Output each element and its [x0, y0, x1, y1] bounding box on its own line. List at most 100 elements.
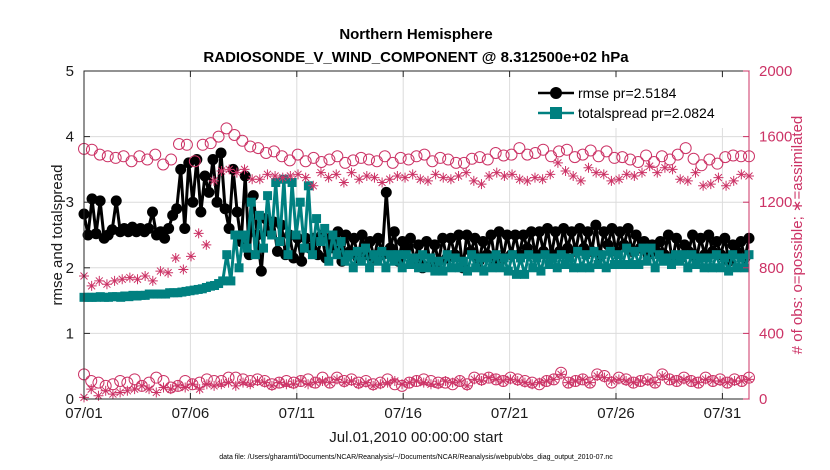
data-point-possible — [616, 151, 629, 164]
data-point-totalspread — [259, 243, 269, 253]
data-point-assimilated — [721, 180, 732, 191]
y-tick-label: 2 — [66, 260, 74, 277]
data-point-assimilated — [642, 375, 653, 386]
legend-entry-totalspread: totalspread pr=2.0824 — [538, 105, 715, 121]
data-point-rmse — [630, 229, 642, 241]
data-point-totalspread — [715, 263, 725, 273]
data-point-totalspread — [369, 250, 379, 260]
footnote: data file: /Users/gharamti/Documents/NCA… — [219, 454, 613, 461]
data-point-assimilated — [377, 177, 388, 188]
data-point-possible — [568, 151, 581, 164]
data-point-possible — [521, 148, 534, 161]
data-point-assimilated — [613, 374, 624, 385]
data-point-assimilated — [440, 375, 451, 386]
data-point-assimilated — [657, 371, 668, 382]
data-point-totalspread — [605, 246, 615, 256]
data-point-possible — [188, 155, 201, 168]
data-point-rmse — [175, 163, 187, 175]
data-point-assimilated — [713, 172, 724, 183]
data-point-totalspread — [638, 243, 648, 253]
data-point-assimilated — [591, 167, 602, 178]
data-point-rmse — [191, 154, 203, 166]
data-point-totalspread — [532, 253, 542, 263]
legend-marker-rmse — [550, 87, 562, 99]
data-point-assimilated — [438, 172, 449, 183]
data-point-possible — [133, 150, 146, 163]
legend-box — [533, 78, 739, 128]
data-point-possible — [695, 159, 708, 172]
legend-label-rmse: rmse pr=2.5184 — [578, 85, 677, 101]
data-point-assimilated — [652, 167, 663, 178]
series-totalspread-1 — [79, 174, 754, 302]
data-point-rmse — [582, 226, 594, 238]
data-point-possible — [109, 151, 122, 164]
data-point-possible — [93, 148, 106, 161]
data-point-totalspread — [246, 197, 256, 207]
data-point-totalspread — [507, 250, 517, 260]
data-point-assimilated — [86, 384, 97, 395]
data-point-assimilated — [614, 174, 625, 185]
data-point-totalspread — [422, 263, 432, 273]
data-point-possible — [294, 374, 307, 387]
data-point-assimilated — [158, 382, 169, 393]
data-point-possible — [648, 156, 660, 169]
data-point-assimilated — [122, 385, 133, 396]
data-point-possible — [135, 379, 148, 392]
data-point-rmse — [590, 219, 602, 231]
data-point-totalspread — [479, 266, 489, 276]
data-point-possible — [719, 151, 732, 164]
data-point-possible — [450, 156, 463, 169]
data-point-assimilated — [606, 375, 617, 386]
data-point-totalspread — [560, 260, 570, 270]
data-point-assimilated — [667, 164, 678, 175]
data-point-assimilated — [715, 375, 726, 386]
right-axis: 0 400 800 1200 1600 2000 — [743, 63, 792, 408]
data-point-totalspread — [271, 178, 281, 188]
data-point-assimilated — [323, 172, 334, 183]
data-point-assimilated — [93, 390, 104, 401]
data-point-possible — [632, 156, 645, 169]
data-point-assimilated — [354, 174, 365, 185]
data-point-assimilated — [331, 169, 342, 180]
data-point-possible — [410, 150, 423, 163]
data-point-totalspread — [438, 266, 448, 276]
data-point-totalspread — [495, 263, 505, 273]
data-point-assimilated — [303, 379, 314, 390]
data-point-totalspread — [340, 256, 350, 266]
data-point-assimilated — [404, 377, 415, 388]
data-point-assimilated — [259, 377, 270, 388]
data-point-assimilated — [270, 170, 281, 181]
data-point-assimilated — [671, 375, 682, 386]
data-point-assimilated — [598, 169, 609, 180]
data-point-totalspread — [634, 260, 644, 270]
data-point-assimilated — [194, 384, 205, 395]
data-point-totalspread — [462, 266, 472, 276]
y2-axis-label: # of obs: o=possible; ∗=assimilated — [789, 116, 806, 355]
data-point-totalspread — [516, 253, 526, 263]
data-point-assimilated — [317, 375, 328, 386]
data-point-possible — [339, 156, 352, 169]
y-axis-label: rmse and totalspread — [49, 165, 66, 306]
data-point-assimilated — [245, 379, 256, 390]
data-point-totalspread — [393, 250, 403, 260]
data-point-totalspread — [450, 253, 460, 263]
data-point-assimilated — [186, 251, 197, 262]
data-point-assimilated — [621, 375, 632, 386]
data-point-totalspread — [654, 250, 664, 260]
data-point-possible — [92, 376, 105, 389]
data-point-assimilated — [147, 275, 158, 286]
data-point-assimilated — [476, 179, 487, 190]
data-point-rmse — [372, 232, 384, 244]
data-point-assimilated — [180, 382, 191, 393]
data-point-assimilated — [498, 375, 509, 386]
data-point-rmse — [703, 229, 715, 241]
data-point-possible — [323, 153, 336, 166]
data-point-assimilated — [468, 175, 479, 186]
data-point-totalspread — [373, 256, 383, 266]
data-point-rmse — [187, 196, 199, 208]
data-point-assimilated — [353, 379, 364, 390]
data-point-totalspread — [707, 263, 717, 273]
data-point-assimilated — [621, 169, 632, 180]
data-point-totalspread — [732, 263, 742, 273]
